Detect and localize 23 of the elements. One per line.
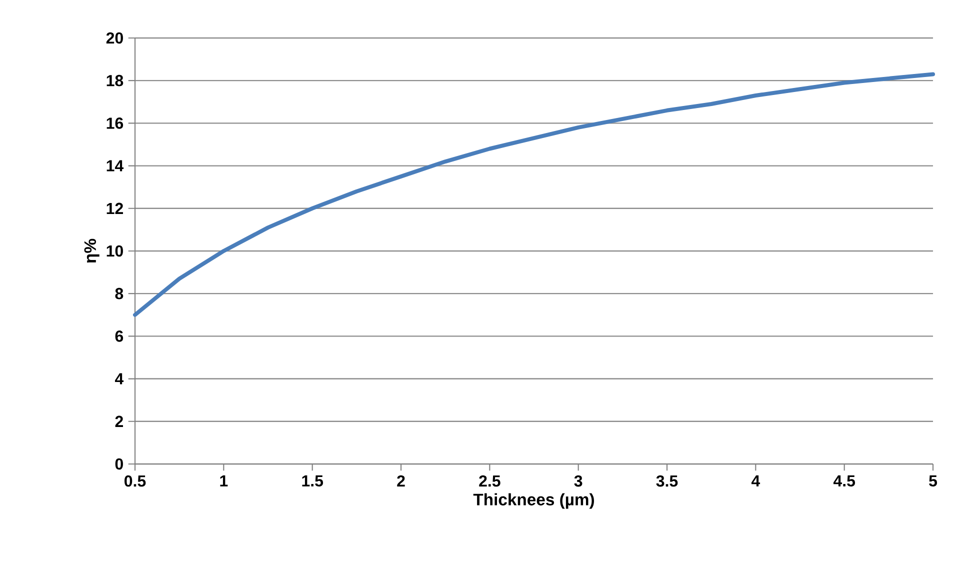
x-tick-label: 2.5 — [479, 475, 500, 487]
y-tick-label: 6 — [115, 330, 124, 342]
y-axis-title: η% — [84, 238, 100, 263]
x-axis-title: Thicknees (µm) — [473, 493, 594, 509]
x-tick-label: 1.5 — [302, 475, 324, 487]
x-tick-label: 1 — [220, 475, 228, 486]
y-tick-label: 20 — [106, 32, 123, 44]
y-tick-label: 2 — [115, 416, 123, 427]
y-tick-label: 4 — [114, 373, 124, 384]
y-tick-label: 16 — [106, 118, 124, 129]
y-tick-label: 8 — [115, 288, 124, 300]
x-tick-label: 0.5 — [124, 475, 146, 487]
x-tick-label: 3.5 — [656, 475, 678, 487]
y-tick-label: 14 — [106, 160, 124, 172]
x-tick-label: 4 — [751, 475, 760, 486]
y-tick-label: 18 — [106, 74, 124, 86]
y-tick-label: 0 — [115, 458, 123, 470]
x-tick-label: 5 — [929, 475, 937, 487]
y-tick-label: 12 — [106, 202, 123, 214]
x-tick-label: 4.5 — [833, 475, 856, 487]
x-tick-label: 3 — [574, 475, 582, 487]
x-tick-label: 2 — [397, 475, 405, 487]
y-tick-label: 10 — [106, 245, 123, 257]
